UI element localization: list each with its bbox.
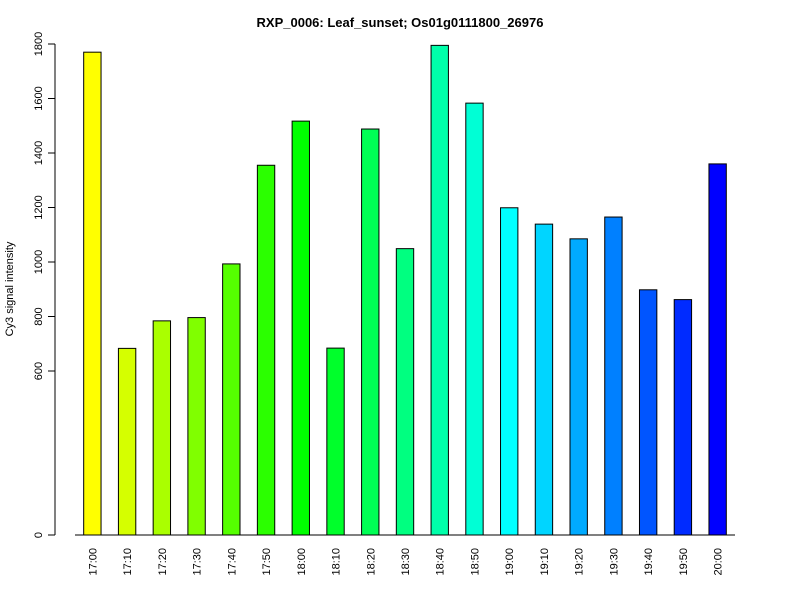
- x-tick-label: 17:10: [122, 548, 134, 576]
- bar-19:00: [500, 207, 519, 536]
- x-tick-label: 17:50: [261, 548, 273, 576]
- x-tick-label: 17:20: [157, 548, 169, 576]
- bars: [83, 44, 727, 536]
- bar-17:10: [117, 347, 137, 536]
- y-tick-label: 1600: [33, 86, 45, 110]
- y-tick-label: 0: [33, 532, 45, 538]
- bar-17:00: [83, 51, 102, 536]
- x-tick-label: 18:40: [435, 548, 447, 576]
- x-tick-label: 17:30: [192, 548, 204, 576]
- bar-18:20: [361, 128, 380, 536]
- x-tick-label: 19:00: [504, 548, 516, 576]
- bar-20:00: [708, 163, 727, 536]
- bar-18:10: [326, 347, 345, 536]
- bar-19:40: [638, 289, 658, 536]
- bar-17:20: [152, 320, 172, 536]
- x-tick-label: 19:50: [678, 548, 690, 576]
- x-tick-label: 18:50: [469, 548, 481, 576]
- y-tick-label: 1800: [33, 32, 45, 56]
- x-tick-label: 18:00: [296, 548, 308, 576]
- x-tick-label: 19:10: [539, 548, 551, 576]
- y-axis-label: Cy3 signal intensity: [4, 241, 16, 336]
- x-tick-label: 19:20: [574, 548, 586, 576]
- x-tick-label: 18:20: [365, 548, 377, 576]
- x-tick-label: 19:40: [643, 548, 655, 576]
- bar-18:00: [291, 120, 310, 536]
- y-tick-label: 600: [33, 362, 45, 380]
- x-axis: 17:00 17:10 17:20 17:30 17:40 17:50 18:00 18:10…: [75, 534, 735, 576]
- y-tick-label: 1000: [33, 250, 45, 274]
- x-tick-label: 18:30: [400, 548, 412, 576]
- chart-title: RXP_0006: Leaf_sunset; Os01g0111800_2697…: [257, 15, 544, 30]
- y-tick-label: 1400: [33, 141, 45, 165]
- x-tick-label: 17:40: [226, 548, 238, 576]
- x-tick-label: 17:00: [87, 548, 99, 576]
- y-axis: 0 600 800 1000 1200 1400 1600 1800: [33, 32, 56, 538]
- bar-19:10: [534, 223, 554, 536]
- bar-17:40: [222, 263, 241, 536]
- bar-18:30: [395, 248, 415, 536]
- bar-18:50: [465, 102, 484, 536]
- bar-19:50: [673, 299, 693, 536]
- bar-17:30: [187, 317, 206, 536]
- x-tick-label: 20:00: [713, 548, 725, 576]
- y-tick-label: 800: [33, 307, 45, 325]
- x-tick-label: 19:30: [608, 548, 620, 576]
- bar-18:40: [430, 44, 449, 536]
- y-tick-label: 1200: [33, 195, 45, 219]
- bar-17:50: [256, 164, 276, 536]
- bar-19:30: [604, 216, 623, 536]
- x-tick-label: 18:10: [331, 548, 343, 576]
- bar-19:20: [569, 238, 588, 536]
